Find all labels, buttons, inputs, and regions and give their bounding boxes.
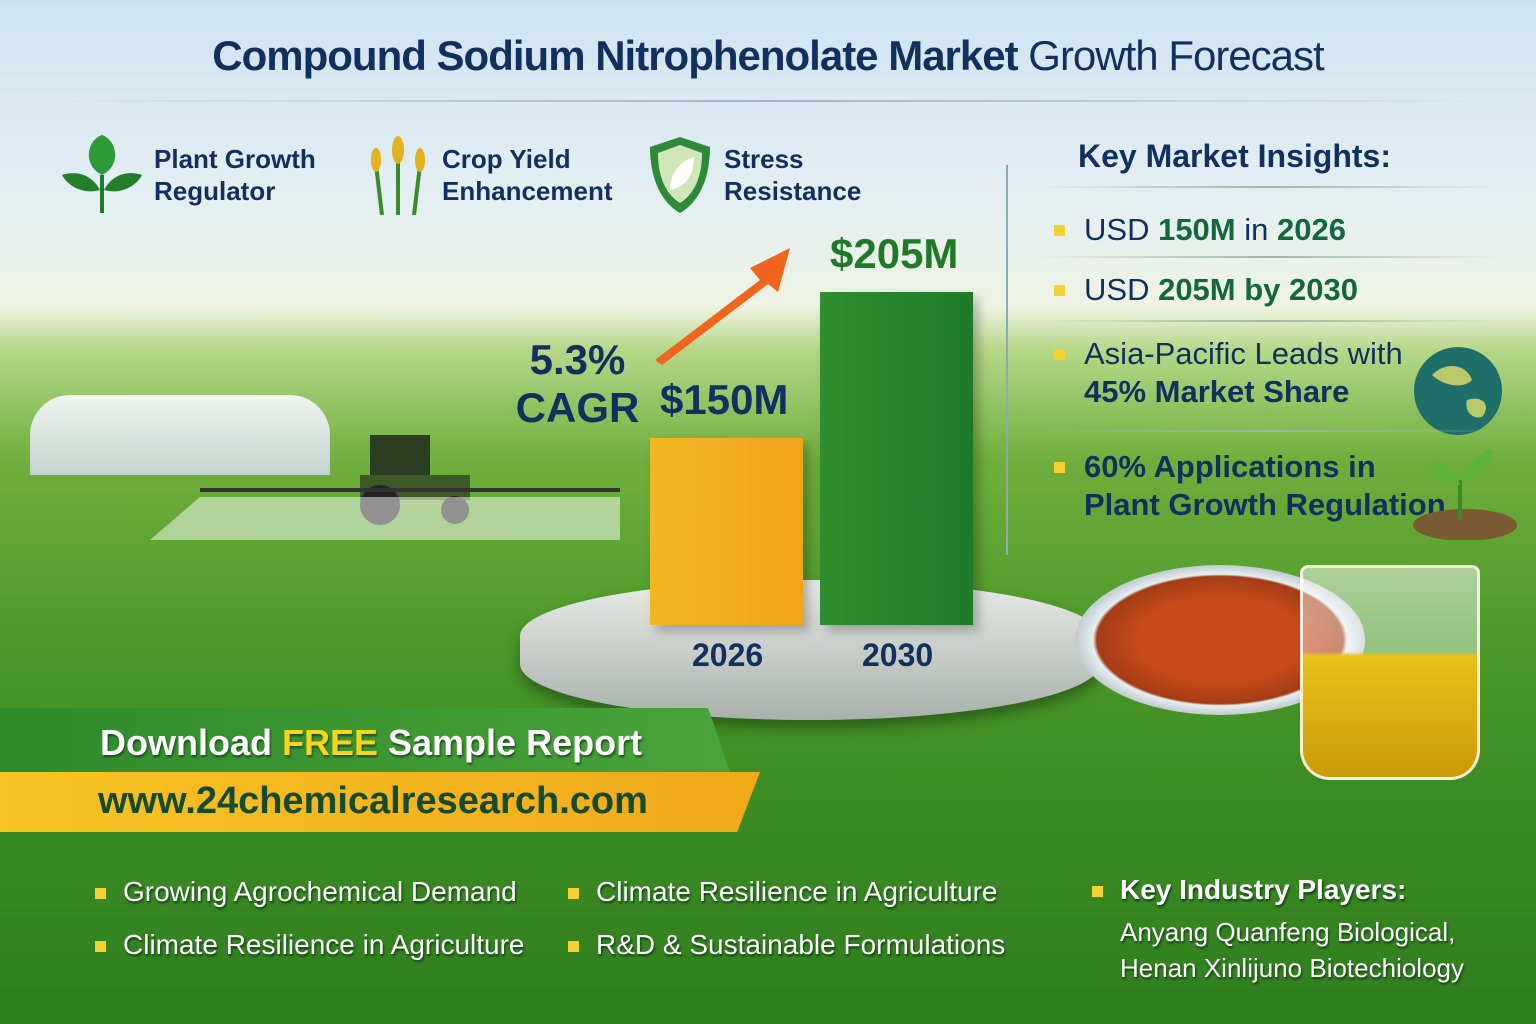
cagr-callout: 5.3% CAGR — [515, 336, 640, 431]
divider — [1040, 256, 1500, 258]
divider — [1006, 165, 1008, 555]
pedestal — [520, 580, 1100, 720]
category-label: 2030 — [862, 637, 934, 673]
insight-item: USD 205M by 2030 — [1050, 271, 1500, 309]
sprout-icon — [1413, 450, 1517, 540]
feature-label: Enhancement — [442, 176, 613, 206]
page-title: Compound Sodium Nitrophenolate Market Gr… — [212, 32, 1324, 79]
category-label: 2026 — [692, 637, 764, 673]
shield-leaf-icon — [650, 137, 710, 213]
leaf-icon — [62, 135, 142, 213]
divider — [60, 100, 1476, 102]
website-banner[interactable]: www.24chemicalresearch.com — [0, 772, 760, 832]
insight-item: Asia-Pacific Leads with 45% Market Share — [1050, 335, 1500, 411]
sprayer-illustration — [150, 488, 620, 540]
players-list: Anyang Quanfeng Biological, Henan Xinliju… — [1120, 917, 1465, 983]
feature-label: Regulator — [154, 176, 276, 206]
greenhouse-illustration — [30, 395, 330, 475]
growth-arrow-icon — [655, 248, 790, 365]
feature-label: Stress — [724, 144, 804, 174]
feature-label: Crop Yield — [442, 144, 571, 174]
feature-stress-resistance: Stress Resistance — [648, 135, 861, 215]
divider — [1040, 186, 1500, 188]
insight-item: USD 150M in 2026 — [1050, 211, 1500, 249]
download-label[interactable]: Download FREE Sample Report — [100, 722, 643, 763]
bullet-item: R&D & Sustainable Formulations — [568, 929, 1005, 961]
bar-2030 — [820, 291, 973, 625]
divider — [1040, 430, 1500, 432]
bar-2026 — [650, 438, 803, 625]
globe-icon — [1414, 347, 1502, 435]
divider — [1040, 320, 1500, 322]
website-link[interactable]: www.24chemicalresearch.com — [98, 780, 648, 822]
bar-chart: $150M 2026 $205M 2030 — [640, 230, 990, 690]
feature-label: Plant Growth — [154, 144, 316, 174]
beaker-illustration — [1300, 565, 1480, 780]
value-label: $150M — [660, 376, 789, 424]
feature-crop-yield: Crop Yield Enhancement — [366, 135, 613, 215]
insight-item: 60% Applications in Plant Growth Regulati… — [1050, 448, 1500, 524]
value-label: $205M — [830, 229, 959, 277]
players-title: Key Industry Players: — [1092, 874, 1406, 906]
bullet-item: Climate Resilience in Agriculture — [568, 876, 998, 908]
download-banner[interactable]: Download FREE Sample Report — [0, 708, 730, 772]
bullet-item: Growing Agrochemical Demand — [95, 876, 517, 908]
wheat-icon — [371, 136, 425, 215]
insights-title: Key Market Insights: — [1078, 138, 1391, 174]
feature-plant-growth: Plant Growth Regulator — [62, 135, 316, 215]
feature-label: Resistance — [724, 176, 862, 206]
bullet-item: Climate Resilience in Agriculture — [95, 929, 525, 961]
